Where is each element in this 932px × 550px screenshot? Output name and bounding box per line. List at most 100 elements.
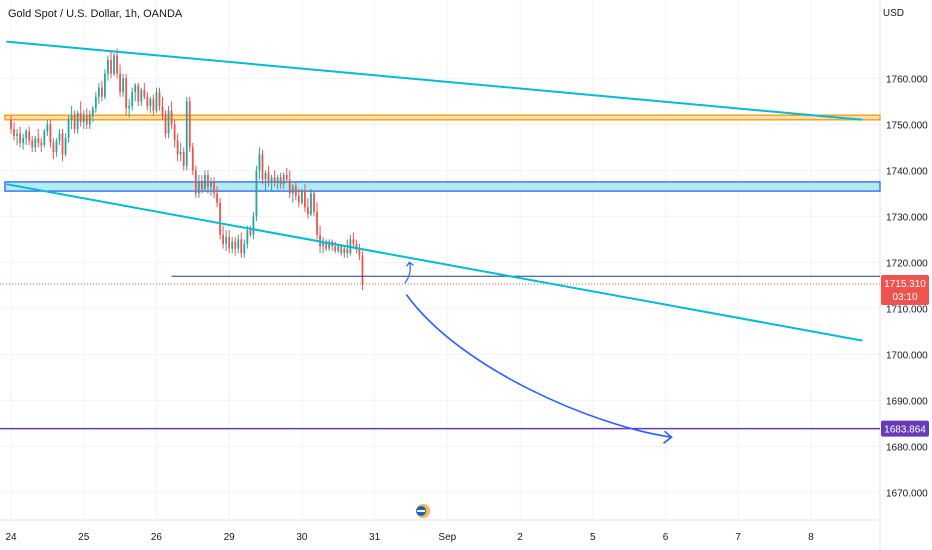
candle-body [49,124,52,143]
candle-body [73,115,76,129]
candle-body [279,177,282,185]
drawing-lines [0,40,880,444]
lower-trendline [6,183,863,342]
candle-body [294,186,297,196]
bounce-arrowhead [405,261,414,267]
candle-body [10,119,12,129]
candle-body [94,96,97,109]
candle-body [258,154,261,171]
candle-body [297,195,300,203]
event-icon-stripe [417,510,426,512]
candle-body [34,138,37,148]
candle-body [249,230,252,235]
candle-body [352,239,355,244]
candle-body [222,234,224,244]
candle-body [343,248,346,254]
price-tick-label: 1750.000 [886,120,928,131]
candle-body [270,177,273,182]
price-axis: 1670.000 1680.000 1690.000 1700.000 1710.000… [886,74,928,499]
candle-body [113,55,115,74]
time-tick-label: 5 [590,532,596,543]
candle-body [128,106,131,109]
candle-body [264,172,267,180]
price-tick-label: 1720.000 [886,258,928,269]
candle-body [228,237,231,249]
candle-body [140,89,143,102]
time-tick-label: 26 [151,532,163,543]
candle-body [55,140,58,152]
countdown-label: 03:10 [892,292,917,303]
candle-body [307,207,309,215]
candle-body [267,172,270,182]
candle-body [219,202,221,235]
time-tick-label: 8 [808,532,814,543]
current-price-label: 1715.310 [884,279,926,290]
candle-body [243,244,246,254]
candle-body [234,241,237,249]
candle-body [28,131,31,141]
candle-body [246,230,249,244]
candle-body [97,87,100,97]
candle-body [182,152,185,166]
candle-body [231,241,234,249]
candle-body [313,193,315,212]
candle-body [176,140,179,155]
candle-body [131,92,134,106]
candle-body [52,142,55,152]
candle-body [122,78,125,93]
candle-body [261,154,264,180]
candle-body [358,248,361,256]
target-price-label: 1683.864 [884,425,926,436]
candle-body [197,181,200,194]
candle-body [337,246,340,251]
candle-body [210,181,212,187]
candle-body [310,193,312,215]
candle-body [58,133,61,141]
candle-body [137,85,140,102]
upper-trendline [6,40,863,121]
price-tick-label: 1740.000 [886,166,928,177]
time-tick-label: Sep [438,532,456,543]
candle-body [43,131,46,146]
candle-body [104,73,106,97]
candle-body [79,112,82,123]
resistance-zone [4,114,881,121]
candle-body [88,115,91,125]
projection-curve [405,294,672,438]
candle-body [85,115,88,125]
candle-body [216,193,218,203]
time-tick-label: 7 [735,532,741,543]
currency-label: USD [882,8,904,19]
candle-body [188,101,191,148]
support-zone [4,181,881,192]
current-price-badge [881,274,929,305]
time-tick-label: 30 [296,532,308,543]
candle-body [328,241,331,249]
candle-body [240,239,243,254]
candle-body [76,112,79,129]
price-tick-label: 1690.000 [886,396,928,407]
candle-body [22,138,25,143]
candle-body [282,175,285,185]
price-zones [4,114,881,192]
time-tick-label: 24 [5,532,17,543]
candle-body [40,142,43,146]
price-tick-label: 1760.000 [886,74,928,85]
candle-body [64,138,67,155]
price-tick-label: 1710.000 [886,304,928,315]
candle-body [161,106,164,116]
candle-body [13,129,15,136]
candle-body [146,96,149,106]
candle-body [101,87,103,97]
candle-body [164,115,167,134]
candle-body [334,246,337,251]
price-tick-label: 1700.000 [886,350,928,361]
symbol-title: Gold Spot / U.S. Dollar, 1h, OANDA [8,8,183,20]
time-tick-label: 6 [663,532,669,543]
projection-arrowhead [663,430,673,444]
candle-body [361,255,364,284]
candle-body [149,99,152,106]
candle-body [31,140,34,148]
candles [10,48,364,290]
